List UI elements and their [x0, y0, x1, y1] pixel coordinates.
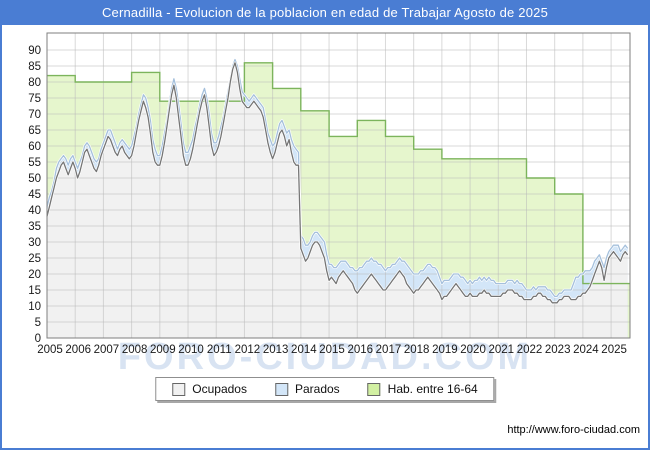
svg-text:45: 45: [28, 189, 41, 201]
svg-text:85: 85: [28, 61, 41, 73]
legend-item-parados: Parados: [274, 382, 340, 396]
svg-text:20: 20: [28, 269, 41, 281]
svg-text:2011: 2011: [207, 344, 232, 356]
svg-text:2009: 2009: [150, 344, 176, 356]
svg-text:15: 15: [28, 285, 41, 297]
legend-label: Hab. entre 16-64: [387, 382, 478, 396]
page-title: Cernadilla - Evolucion de la poblacion e…: [101, 5, 549, 20]
svg-text:2014: 2014: [291, 344, 317, 356]
hab-16-64-line: [47, 62, 630, 285]
svg-text:2008: 2008: [122, 344, 148, 356]
legend-swatch-icon: [172, 382, 186, 396]
area-series: [47, 59, 630, 339]
svg-text:2018: 2018: [404, 344, 430, 356]
svg-text:2006: 2006: [65, 344, 91, 356]
parados-line: [46, 58, 629, 298]
legend-label: Parados: [294, 382, 340, 396]
svg-text:90: 90: [28, 45, 41, 57]
svg-text:2020: 2020: [460, 344, 486, 356]
svg-text:70: 70: [28, 109, 41, 121]
svg-text:2017: 2017: [376, 344, 402, 356]
svg-text:2024: 2024: [573, 344, 599, 356]
legend-label: Ocupados: [192, 382, 247, 396]
svg-text:2021: 2021: [488, 344, 514, 356]
svg-text:60: 60: [28, 141, 41, 153]
svg-text:2022: 2022: [517, 344, 543, 356]
legend: Ocupados Parados Hab. entre 16-64: [155, 377, 495, 401]
svg-text:40: 40: [28, 205, 41, 217]
svg-text:50: 50: [28, 173, 41, 185]
ocupados-line: [46, 62, 629, 304]
x-axis-labels: 2005 2006 2007 2008 2009 2010 2011 2012 2013 2014…: [37, 344, 627, 356]
svg-text:80: 80: [28, 77, 41, 89]
svg-text:5: 5: [35, 317, 41, 329]
watermark: FORO-CIUDAD.COM: [117, 336, 533, 378]
svg-text:75: 75: [28, 93, 41, 105]
svg-text:2013: 2013: [263, 344, 289, 356]
y-axis-labels: 0 5 10 15 20 25 30 35 40 45 50 55 60 65 70 75 80 85 90: [28, 45, 41, 345]
legend-swatch-icon: [367, 382, 381, 396]
svg-text:2007: 2007: [94, 344, 120, 356]
svg-text:30: 30: [28, 237, 41, 249]
svg-text:2005: 2005: [37, 344, 63, 356]
ocupados-area: [47, 62, 628, 339]
footer-url: http://www.foro-ciudad.com: [507, 424, 640, 436]
svg-text:2015: 2015: [319, 344, 345, 356]
svg-text:2019: 2019: [432, 344, 458, 356]
title-bar: Cernadilla - Evolucion de la poblacion e…: [0, 0, 650, 25]
svg-text:55: 55: [28, 157, 41, 169]
svg-text:0: 0: [35, 333, 41, 345]
svg-text:2010: 2010: [178, 344, 204, 356]
svg-text:10: 10: [28, 301, 41, 313]
legend-swatch-icon: [274, 382, 288, 396]
svg-text:2025: 2025: [601, 344, 627, 356]
legend-item-ocupados: Ocupados: [172, 382, 247, 396]
svg-text:35: 35: [28, 221, 41, 233]
svg-text:2023: 2023: [545, 344, 571, 356]
legend-item-hab-entre-16-64: Hab. entre 16-64: [367, 382, 478, 396]
plot-border: [46, 32, 631, 339]
line-series: [45, 58, 630, 305]
svg-text:65: 65: [28, 125, 41, 137]
svg-text:25: 25: [28, 253, 41, 265]
svg-text:2012: 2012: [235, 344, 261, 356]
svg-text:2016: 2016: [347, 344, 373, 356]
